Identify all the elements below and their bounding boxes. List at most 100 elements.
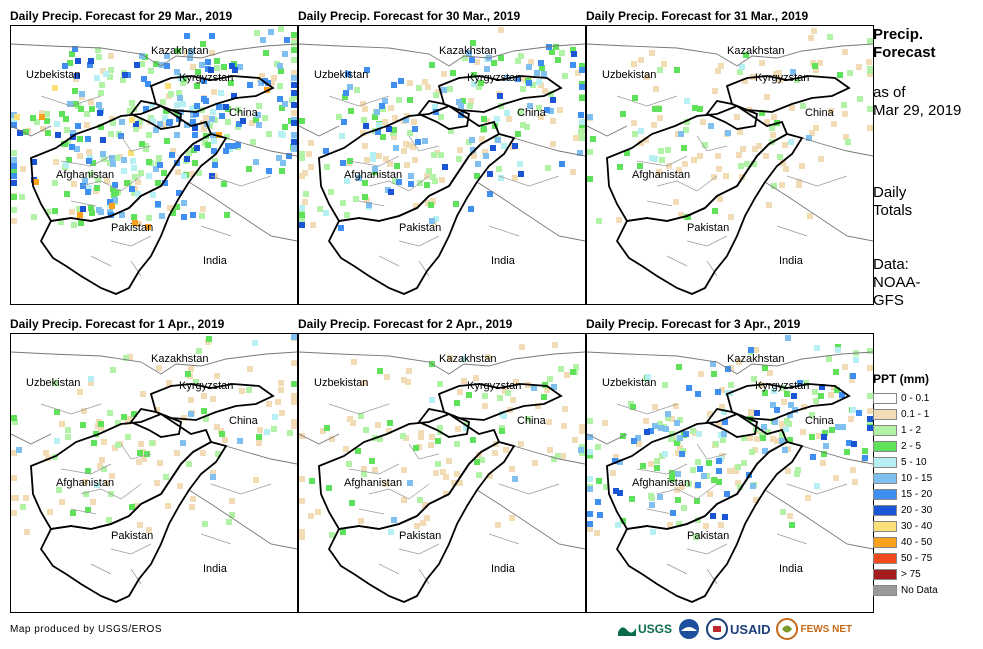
legend-item: 30 - 40 <box>873 518 938 534</box>
precip-map: Kazakhstan Uzbekistan Kyrgyzstan China Afgha… <box>10 333 298 613</box>
panel-title: Daily Precip. Forecast for 3 Apr., 2019 <box>586 317 801 331</box>
data-label: Data: <box>873 256 909 273</box>
forecast-panel-5: Daily Precip. Forecast for 2 Apr., 2019 … <box>298 317 588 617</box>
precip-cells <box>11 334 297 535</box>
usaid-logo: USAID <box>706 618 770 640</box>
legend-item: > 75 <box>873 566 938 582</box>
map-label-pakistan: Pakistan <box>687 530 729 542</box>
legend-title: PPT (mm) <box>873 372 930 386</box>
panel-title: Daily Precip. Forecast for 2 Apr., 2019 <box>298 317 513 331</box>
legend-label: 1 - 2 <box>901 424 922 436</box>
country-outline <box>705 100 759 130</box>
precip-map: Kazakhstan Uzbekistan Kyrgyzstan China Afgha… <box>298 333 586 613</box>
map-label-china: China <box>805 107 835 119</box>
legend-label: 5 - 10 <box>901 456 927 468</box>
admin-boundaries <box>616 95 848 277</box>
country-outline <box>327 441 516 603</box>
precip-cells <box>587 335 873 540</box>
country-outline <box>725 383 851 421</box>
admin-boundaries <box>328 95 560 277</box>
map-label-kazakhstan: Kazakhstan <box>151 45 208 57</box>
legend-label: 30 - 40 <box>901 520 933 532</box>
map-label-india: India <box>491 255 516 267</box>
country-outline <box>705 408 759 438</box>
map-label-kyrgyzstan: Kyrgyzstan <box>467 380 521 392</box>
map-label-china: China <box>805 415 835 427</box>
map-label-kyrgyzstan: Kyrgyzstan <box>467 72 521 84</box>
legend-item: 2 - 5 <box>873 438 938 454</box>
country-borders <box>299 43 585 242</box>
map-label-kyrgyzstan: Kyrgyzstan <box>179 380 233 392</box>
map-label-china: China <box>517 107 547 119</box>
legend-item: 10 - 15 <box>873 470 938 486</box>
precip-cells <box>299 27 585 231</box>
map-label-uzbekistan: Uzbekistan <box>26 69 80 81</box>
map-label-pakistan: Pakistan <box>399 222 441 234</box>
admin-boundaries <box>40 403 272 585</box>
country-borders <box>587 351 873 550</box>
legend-swatch <box>873 408 897 420</box>
as-of-text: as of Mar 29, 2019 <box>873 84 961 120</box>
legend-label: 40 - 50 <box>901 536 933 548</box>
as-of-date: Mar 29, 2019 <box>873 102 962 119</box>
map-label-uzbekistan: Uzbekistan <box>602 377 656 389</box>
country-borders <box>587 43 873 242</box>
sidebar-title: Precip. Forecast <box>873 26 936 62</box>
legend-item: 50 - 75 <box>873 550 938 566</box>
map-label-china: China <box>229 415 259 427</box>
data-source-line-2: GFS <box>873 292 904 309</box>
as-of-label: as of <box>873 84 906 101</box>
country-outline <box>149 75 275 113</box>
country-outline <box>417 100 471 130</box>
noaa-logo <box>678 618 700 640</box>
legend-item: 5 - 10 <box>873 454 938 470</box>
map-label-kazakhstan: Kazakhstan <box>727 45 784 57</box>
admin-boundaries <box>328 403 560 585</box>
daily-totals-text: Daily Totals <box>873 184 912 220</box>
map-label-kazakhstan: Kazakhstan <box>439 45 496 57</box>
map-label-china: China <box>229 107 259 119</box>
legend-swatch <box>873 472 897 484</box>
usaid-logo-text: USAID <box>730 621 771 637</box>
map-label-uzbekistan: Uzbekistan <box>602 69 656 81</box>
map-label-india: India <box>203 563 228 575</box>
map-label-uzbekistan: Uzbekistan <box>314 377 368 389</box>
legend-swatch <box>873 424 897 436</box>
country-outline <box>327 133 516 295</box>
title-line-1: Precip. <box>873 26 924 43</box>
legend: 0 - 0.1 0.1 - 1 1 - 2 2 - 5 5 - 10 10 - 15 15 … <box>873 390 938 598</box>
noaa-emblem-icon <box>679 619 700 639</box>
legend-label: No Data <box>901 584 938 596</box>
usgs-logo-text: USGS <box>638 622 673 636</box>
country-outline <box>39 441 228 603</box>
country-outline <box>129 408 183 438</box>
precip-map: Kazakhstan Uzbekistan Kyrgyzstan China Afgha… <box>586 25 874 305</box>
map-label-india: India <box>203 255 228 267</box>
country-outline <box>615 441 804 603</box>
country-borders <box>11 43 297 242</box>
legend-item: 20 - 30 <box>873 502 938 518</box>
legend-swatch <box>873 440 897 452</box>
legend-item: 1 - 2 <box>873 422 938 438</box>
daily-label: Daily <box>873 184 907 201</box>
forecast-panel-2: Daily Precip. Forecast for 30 Mar., 2019… <box>298 9 588 309</box>
legend-label: 0 - 0.1 <box>901 392 930 404</box>
map-label-afghanistan: Afghanistan <box>56 169 114 181</box>
map-label-pakistan: Pakistan <box>111 530 153 542</box>
forecast-panel-3: Daily Precip. Forecast for 31 Mar., 2019… <box>586 9 876 309</box>
country-outline <box>437 383 563 421</box>
country-outline <box>129 100 183 130</box>
map-label-india: India <box>491 563 516 575</box>
legend-item: 40 - 50 <box>873 534 938 550</box>
country-outline <box>615 133 804 295</box>
precip-cells <box>299 342 585 540</box>
country-outline <box>149 383 275 421</box>
legend-label: 10 - 15 <box>901 472 933 484</box>
legend-label: 50 - 75 <box>901 552 933 564</box>
precip-cells <box>11 26 297 230</box>
legend-label: 2 - 5 <box>901 440 922 452</box>
map-label-pakistan: Pakistan <box>111 222 153 234</box>
legend-swatch <box>873 504 897 516</box>
title-line-2: Forecast <box>873 44 936 61</box>
country-outline <box>39 133 228 295</box>
